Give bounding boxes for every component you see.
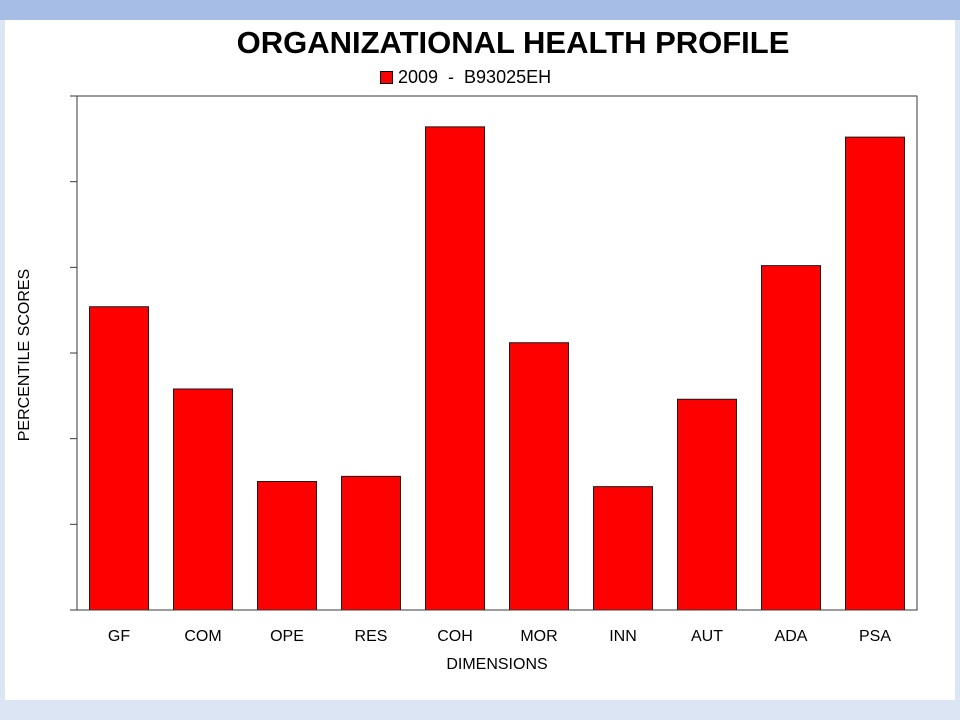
chart-title: ORGANIZATIONAL HEALTH PROFILE (236, 25, 790, 60)
x-tick-label-ada: ADA (775, 628, 808, 645)
legend-label: 2009 - B93025EH (398, 67, 552, 87)
x-tick-label-aut: AUT (691, 628, 723, 645)
chart-legend: 2009 - B93025EH (380, 66, 551, 88)
y-ticks-group (70, 95, 77, 611)
x-tick-label-coh: COH (437, 628, 473, 645)
x-tick-label-ope: OPE (270, 628, 304, 645)
x-tick-label-inn: INN (609, 628, 637, 645)
x-tick-label-gf: GF (108, 628, 130, 645)
x-tick-labels-group: GF COM OPE RES COH MOR INN AUT ADA PSA (108, 628, 891, 645)
bar-inn (593, 486, 653, 611)
x-tick-label-com: COM (184, 628, 221, 645)
bar-gf (89, 306, 149, 611)
x-tick-label-psa: PSA (859, 628, 891, 645)
bar-com (173, 388, 233, 611)
bar-ada (761, 265, 821, 611)
x-tick-label-res: RES (355, 628, 388, 645)
bar-ope (257, 481, 317, 611)
bar-coh (425, 126, 485, 611)
bar-psa (845, 136, 905, 611)
x-tick-label-mor: MOR (520, 628, 557, 645)
x-axis-label: DIMENSIONS (446, 656, 548, 673)
slide-top-bar (0, 0, 960, 20)
bar-mor (509, 342, 569, 611)
legend-swatch (380, 70, 393, 84)
bar-aut (677, 398, 737, 611)
bars-group (89, 126, 905, 611)
bar-res (341, 475, 401, 611)
